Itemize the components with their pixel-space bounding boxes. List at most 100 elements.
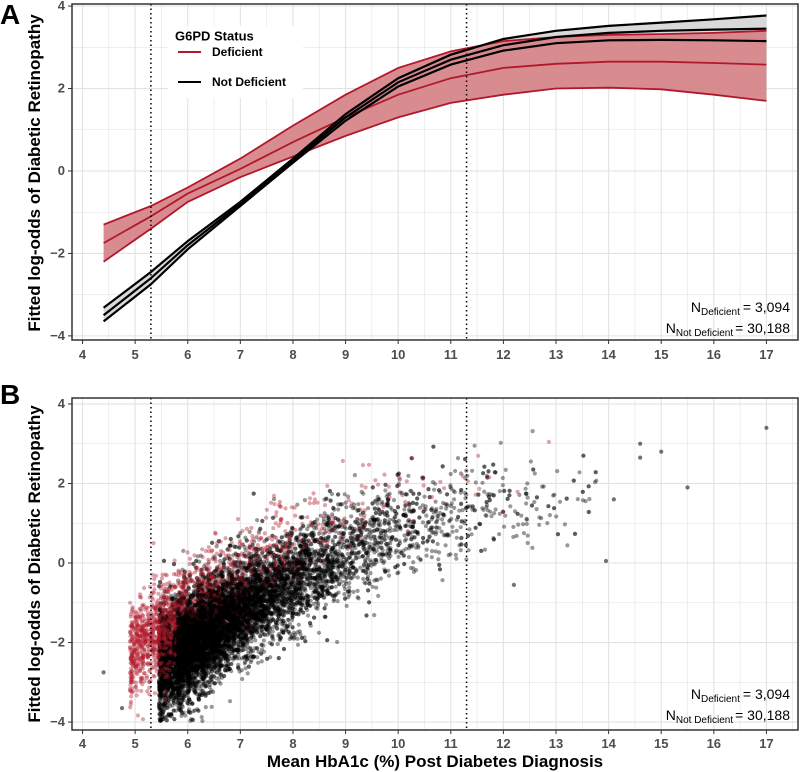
point-not-deficient xyxy=(341,518,346,523)
point-not-deficient xyxy=(347,585,352,590)
point-not-deficient xyxy=(382,559,387,564)
point-not-deficient xyxy=(258,618,263,623)
point-not-deficient xyxy=(192,643,197,648)
point-not-deficient xyxy=(286,560,291,565)
x-tick-label: 12 xyxy=(496,347,510,362)
point-not-deficient xyxy=(222,664,227,669)
point-not-deficient xyxy=(161,636,166,641)
point-not-deficient xyxy=(178,637,183,642)
point-not-deficient xyxy=(211,629,216,634)
point-not-deficient xyxy=(174,632,179,637)
point-not-deficient xyxy=(503,467,508,472)
point-not-deficient xyxy=(480,480,485,485)
point-not-deficient xyxy=(282,598,287,603)
x-tick-label: 5 xyxy=(132,736,139,751)
point-not-deficient xyxy=(220,635,225,640)
point-not-deficient xyxy=(212,642,217,648)
point-not-deficient xyxy=(386,573,392,578)
x-tick-label: 11 xyxy=(444,347,458,362)
point-not-deficient xyxy=(370,501,375,506)
point-not-deficient xyxy=(422,494,427,499)
point-not-deficient xyxy=(179,668,184,673)
point-not-deficient xyxy=(228,593,233,598)
point-not-deficient xyxy=(497,532,502,537)
point-not-deficient xyxy=(169,691,174,696)
point-not-deficient xyxy=(450,529,455,534)
point-not-deficient xyxy=(290,614,295,619)
point-not-deficient xyxy=(577,470,582,475)
point-not-deficient xyxy=(420,520,425,525)
deficient-upper-line xyxy=(103,29,767,226)
point-not-deficient xyxy=(273,608,278,614)
point-not-deficient xyxy=(360,524,365,530)
x-tick-label: 6 xyxy=(184,736,191,751)
point-not-deficient xyxy=(216,623,222,628)
point-not-deficient xyxy=(202,612,207,617)
point-not-deficient xyxy=(244,618,249,623)
point-not-deficient xyxy=(416,555,421,560)
point-not-deficient xyxy=(261,638,266,643)
point-not-deficient xyxy=(180,654,185,659)
point-not-deficient xyxy=(190,641,195,647)
point-not-deficient xyxy=(164,679,169,684)
point-not-deficient xyxy=(271,515,276,520)
point-not-deficient xyxy=(364,613,369,618)
point-not-deficient xyxy=(188,673,193,679)
point-not-deficient xyxy=(453,468,458,474)
point-not-deficient xyxy=(187,642,192,647)
point-not-deficient xyxy=(160,624,165,629)
point-not-deficient xyxy=(174,619,179,625)
point-not-deficient xyxy=(552,506,557,511)
point-not-deficient xyxy=(241,560,246,565)
point-not-deficient xyxy=(260,562,265,567)
point-not-deficient xyxy=(198,623,203,628)
point-not-deficient xyxy=(356,502,361,507)
point-not-deficient xyxy=(240,577,245,582)
point-not-deficient xyxy=(193,627,198,633)
point-not-deficient xyxy=(529,503,535,508)
point-not-deficient xyxy=(480,506,485,511)
x-tick-label: 9 xyxy=(342,347,349,362)
point-not-deficient xyxy=(545,521,550,526)
point-not-deficient xyxy=(528,459,534,464)
point-not-deficient xyxy=(524,501,529,506)
scatter-points xyxy=(101,425,769,724)
point-not-deficient xyxy=(274,582,279,587)
point-not-deficient xyxy=(521,531,527,536)
point-not-deficient xyxy=(200,718,205,724)
point-not-deficient xyxy=(592,480,598,485)
point-not-deficient xyxy=(436,557,441,562)
point-not-deficient xyxy=(363,534,368,539)
point-not-deficient xyxy=(343,526,348,531)
point-not-deficient xyxy=(245,671,250,676)
point-not-deficient xyxy=(262,581,267,586)
point-not-deficient xyxy=(236,613,241,618)
point-not-deficient xyxy=(164,643,169,648)
point-not-deficient xyxy=(203,705,208,710)
point-not-deficient xyxy=(341,559,346,565)
point-not-deficient xyxy=(203,606,208,611)
point-not-deficient xyxy=(175,622,180,627)
point-not-deficient xyxy=(173,683,178,688)
point-not-deficient xyxy=(391,528,396,533)
point-not-deficient xyxy=(525,495,530,500)
point-not-deficient xyxy=(167,659,172,665)
point-not-deficient xyxy=(173,626,178,631)
point-not-deficient xyxy=(166,614,171,620)
point-not-deficient xyxy=(256,604,261,609)
y-tick-label: −4 xyxy=(50,328,66,343)
point-not-deficient xyxy=(491,537,496,542)
not-deficient-fit-line xyxy=(102,27,767,317)
point-not-deficient xyxy=(209,588,214,593)
point-not-deficient xyxy=(231,602,236,607)
point-not-deficient xyxy=(181,548,186,554)
point-not-deficient xyxy=(259,659,264,664)
point-not-deficient xyxy=(454,535,459,540)
point-not-deficient xyxy=(547,513,553,518)
point-not-deficient xyxy=(375,501,380,506)
panel-label-a: A xyxy=(0,0,20,30)
x-tick-label: 14 xyxy=(601,347,616,362)
point-not-deficient xyxy=(368,571,373,576)
